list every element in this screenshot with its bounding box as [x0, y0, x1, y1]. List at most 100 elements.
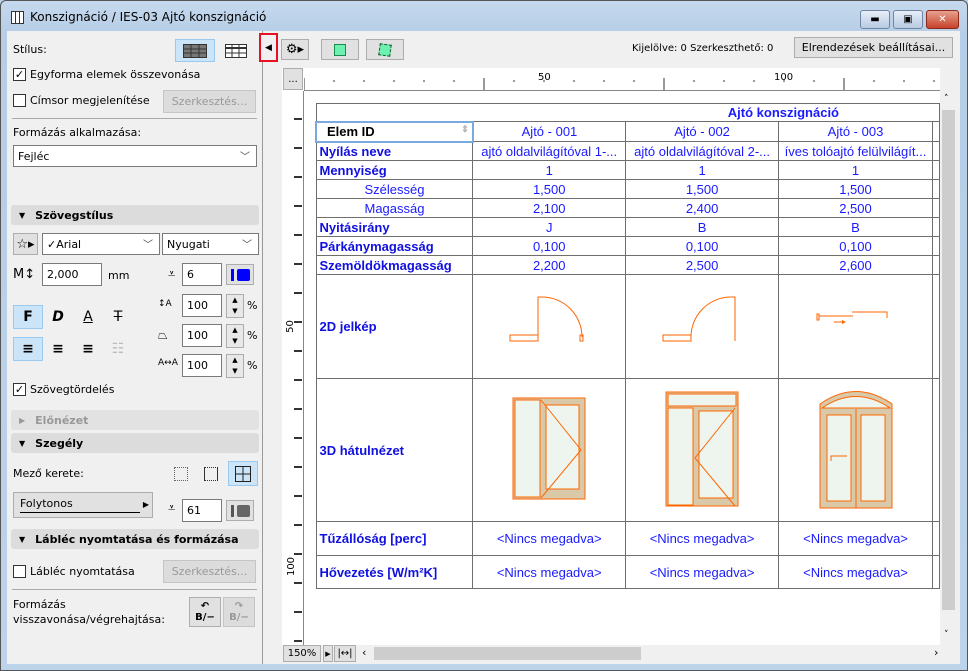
scroll-left-icon[interactable]: ‹	[362, 646, 367, 659]
door-elevation-image[interactable]	[778, 378, 933, 522]
collapse-panel-button[interactable]: ◀	[259, 33, 278, 62]
cell[interactable]: 2,100	[472, 198, 627, 218]
cell[interactable]: 2,500	[778, 198, 933, 218]
row-label[interactable]: 3D hátulnézet	[315, 378, 474, 522]
cell[interactable]: <Nincs megadva>	[625, 555, 780, 589]
cell[interactable]: 1,500	[472, 179, 627, 199]
cell[interactable]: B	[778, 217, 933, 237]
char-spacing-stepper[interactable]: ▲ ▼	[226, 354, 244, 378]
favorites-button[interactable]: ☆▸	[13, 233, 38, 255]
merge-checkbox[interactable]: ✓	[13, 68, 26, 81]
style-grid-plain-button[interactable]	[218, 39, 254, 62]
zoom-menu-button[interactable]: ▶	[323, 645, 333, 662]
cell[interactable]: íves tolóajtó felülvilágít...	[778, 141, 933, 161]
schedule-canvas[interactable]: ... 50 100 50 100 Ajtó konszignáció Elem…	[282, 68, 941, 645]
text-height-input[interactable]: 2,000	[42, 263, 102, 286]
frame-none-button[interactable]	[170, 463, 192, 485]
section-text-style[interactable]: ▼ Szövegstílus	[11, 205, 259, 225]
char-spacing-input[interactable]: 100	[182, 354, 222, 377]
section-footer[interactable]: ▼ Lábléc nyomtatása és formázása	[11, 529, 259, 549]
cell[interactable]: ajtó oldalvilágítóval 2-...	[625, 141, 780, 161]
align-left-button[interactable]: ≡	[13, 337, 43, 361]
cell[interactable]: <Nincs megadva>	[778, 555, 933, 589]
cell[interactable]: J	[472, 217, 627, 237]
italic-button[interactable]: D	[52, 309, 64, 325]
cell[interactable]: 2,500	[625, 255, 780, 275]
maximize-button[interactable]: ▣	[893, 10, 923, 29]
underline-button[interactable]: A	[83, 309, 93, 325]
undo-format-button[interactable]: ↶ B/−	[189, 597, 221, 627]
apply-select[interactable]: Fejléc ﹀	[13, 145, 257, 167]
cell[interactable]: 1	[778, 160, 933, 180]
frame-vertical-button[interactable]	[200, 463, 222, 485]
justify-button[interactable]: ☷	[103, 337, 133, 361]
border-pen-input[interactable]: 61	[182, 499, 222, 522]
cell[interactable]: 1	[472, 160, 627, 180]
cell[interactable]: 2,600	[778, 255, 933, 275]
horizontal-scrollbar[interactable]: ‹ ›	[357, 645, 957, 662]
bold-button[interactable]: F	[13, 305, 43, 329]
column-header[interactable]: Ajtó - 003	[778, 121, 933, 142]
cell[interactable]: 1	[625, 160, 780, 180]
cell[interactable]: 2,400	[625, 198, 780, 218]
row-label[interactable]: 2D jelkép	[315, 274, 474, 379]
wrap-checkbox[interactable]: ✓	[13, 383, 26, 396]
pen-color-button[interactable]	[226, 264, 254, 285]
cell[interactable]: 1,500	[625, 179, 780, 199]
vertical-scrollbar[interactable]: ˄ ˅	[940, 92, 957, 645]
door-elevation-image[interactable]	[625, 378, 780, 522]
door-elevation-image[interactable]	[472, 378, 627, 522]
align-center-button[interactable]: ≡	[43, 337, 73, 361]
scroll-down-icon[interactable]: ˅	[944, 630, 949, 640]
line-spacing-input[interactable]: 100	[182, 294, 222, 317]
section-border[interactable]: ▼ Szegély	[11, 433, 259, 453]
footer-checkbox[interactable]	[13, 565, 26, 578]
cell[interactable]: <Nincs megadva>	[472, 521, 627, 556]
header-checkbox[interactable]	[13, 94, 26, 107]
more-button[interactable]: ...	[283, 68, 303, 90]
row-label[interactable]: Nyílás neve	[315, 141, 474, 161]
row-label[interactable]: Szélesség	[315, 179, 474, 199]
door-plan-symbol[interactable]	[778, 274, 933, 379]
minimize-button[interactable]: ▬	[860, 10, 890, 29]
line-spacing-stepper[interactable]: ▲ ▼	[226, 294, 244, 318]
section-preview[interactable]: ▶ Előnézet	[11, 410, 259, 430]
select-elements-button[interactable]	[321, 39, 359, 60]
door-plan-symbol[interactable]	[625, 274, 780, 379]
row-label[interactable]: Hővezetés [W/m²K]	[315, 555, 474, 589]
cell[interactable]: <Nincs megadva>	[778, 521, 933, 556]
column-header[interactable]: Ajtó - 002	[625, 121, 780, 142]
scroll-thumb[interactable]	[942, 110, 955, 610]
panel-splitter[interactable]	[262, 31, 263, 664]
row-label[interactable]: Tűzállóság [perc]	[315, 521, 474, 556]
header-edit-button[interactable]: Szerkesztés...	[163, 90, 256, 113]
scroll-up-icon[interactable]: ˄	[944, 94, 949, 104]
strikethrough-button[interactable]: T	[113, 309, 123, 325]
cell[interactable]: ajtó oldalvilágítóval 1-...	[472, 141, 627, 161]
footer-edit-button[interactable]: Szerkesztés...	[163, 560, 256, 583]
line-type-button[interactable]: Folytonos ▶	[13, 492, 153, 518]
close-button[interactable]: ✕	[926, 10, 959, 29]
style-grid-dark-button[interactable]	[175, 39, 215, 62]
cell[interactable]: 0,100	[472, 236, 627, 256]
cell[interactable]: <Nincs megadva>	[625, 521, 780, 556]
cell[interactable]: B	[625, 217, 780, 237]
cell[interactable]: 1,500	[778, 179, 933, 199]
width-factor-stepper[interactable]: ▲ ▼	[226, 324, 244, 348]
fit-width-button[interactable]: |↔|	[334, 645, 356, 662]
header-cell-elem-id[interactable]: Elem ID ⇕	[315, 120, 474, 143]
width-factor-input[interactable]: 100	[182, 324, 222, 347]
scroll-thumb[interactable]	[374, 647, 641, 660]
row-label[interactable]: Párkánymagasság	[315, 236, 474, 256]
row-label[interactable]: Magasság	[315, 198, 474, 218]
pen-input[interactable]: 6	[182, 263, 222, 286]
door-plan-symbol[interactable]	[472, 274, 627, 379]
border-color-button[interactable]	[226, 500, 254, 521]
column-header[interactable]: Ajtó - 001	[472, 121, 627, 142]
cell[interactable]: 0,100	[625, 236, 780, 256]
sort-icon[interactable]: ⇕	[461, 124, 469, 134]
zoom-field[interactable]: 150%	[283, 645, 321, 662]
row-label[interactable]: Mennyiség	[315, 160, 474, 180]
align-right-button[interactable]: ≡	[73, 337, 103, 361]
frame-all-button[interactable]	[228, 461, 258, 486]
